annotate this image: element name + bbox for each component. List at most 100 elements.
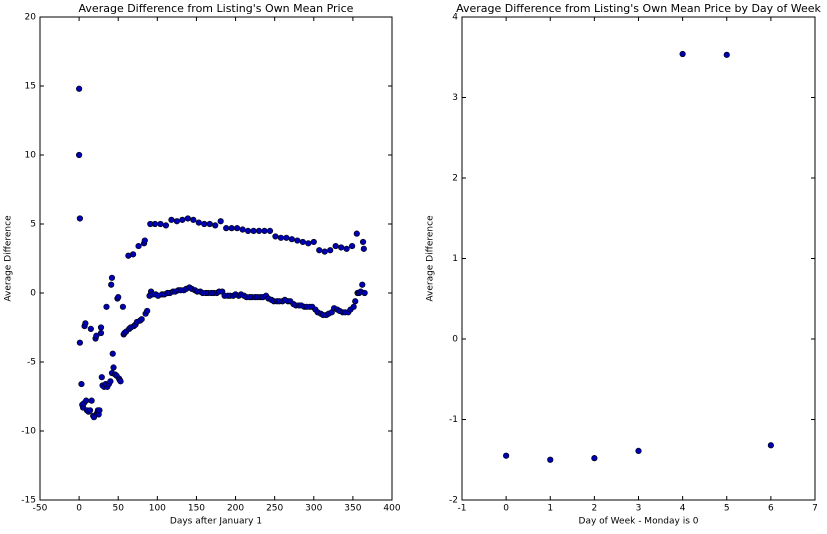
point — [107, 378, 114, 385]
x-tick-label: 4 — [680, 504, 686, 514]
point — [223, 225, 230, 232]
point — [321, 248, 328, 255]
point — [96, 407, 103, 414]
x-tick-label: 200 — [227, 504, 244, 514]
y-axis-label: Average Difference — [4, 215, 14, 302]
point — [195, 219, 202, 226]
point — [228, 225, 235, 232]
x-tick-label: -1 — [458, 504, 467, 514]
y-tick-label: -2 — [449, 496, 458, 506]
point — [261, 227, 268, 234]
point — [294, 237, 301, 244]
point — [76, 339, 83, 346]
point — [206, 220, 213, 228]
point — [129, 251, 137, 258]
point — [234, 225, 241, 232]
y-tick-label: 0 — [452, 335, 458, 345]
x-tick-label: 400 — [383, 504, 400, 514]
y-tick-label: 20 — [25, 13, 37, 23]
x-tick-label: 250 — [266, 504, 283, 514]
point — [352, 298, 359, 305]
point — [316, 247, 323, 254]
point — [135, 242, 142, 250]
point — [86, 407, 94, 414]
point — [76, 151, 83, 159]
point — [83, 397, 90, 404]
x-tick-label: 300 — [305, 504, 322, 514]
point — [109, 350, 116, 357]
point — [98, 374, 105, 381]
point — [349, 242, 356, 250]
y-tick-label: 4 — [452, 13, 458, 23]
y-tick-label: 0 — [30, 289, 36, 299]
point — [343, 245, 350, 252]
y-tick-label: -1 — [449, 415, 458, 425]
point — [117, 378, 124, 385]
point — [157, 220, 164, 228]
point — [338, 244, 345, 251]
point — [90, 414, 98, 421]
x-tick-label: 100 — [149, 504, 166, 514]
point — [97, 329, 105, 337]
y-tick-label: 3 — [452, 93, 458, 103]
point — [190, 216, 197, 223]
point — [87, 325, 94, 332]
x-tick-label: -50 — [33, 504, 48, 514]
point — [679, 50, 686, 58]
point — [635, 447, 642, 454]
x-axis-label: Days after January 1 — [170, 517, 262, 527]
y-tick-label: 15 — [25, 82, 36, 92]
point — [97, 324, 105, 331]
plot-frame — [461, 16, 816, 501]
point — [767, 442, 774, 449]
y-tick-label: 10 — [25, 151, 37, 161]
point — [151, 220, 159, 228]
point — [503, 452, 510, 459]
point — [244, 227, 252, 234]
point — [76, 85, 83, 92]
point — [78, 380, 85, 388]
point — [359, 281, 366, 288]
point — [239, 226, 246, 233]
point — [266, 227, 274, 234]
point — [108, 281, 115, 288]
y-tick-label: 5 — [30, 220, 36, 230]
point — [305, 240, 312, 247]
point — [88, 397, 95, 404]
point — [76, 215, 83, 222]
point — [591, 455, 598, 462]
x-tick-label: 0 — [503, 504, 509, 514]
point — [255, 227, 263, 234]
point — [361, 289, 368, 297]
point — [547, 456, 554, 463]
x-tick-label: 2 — [592, 504, 598, 514]
point — [201, 220, 208, 228]
point — [108, 274, 116, 281]
x-axis-label: Day of Week - Monday is 0 — [579, 517, 699, 527]
point — [173, 218, 180, 225]
x-tick-label: 5 — [724, 504, 730, 514]
x-tick-label: 3 — [636, 504, 642, 514]
x-tick-label: 350 — [344, 504, 361, 514]
plot-frame — [39, 16, 393, 501]
point — [310, 238, 317, 246]
point — [272, 233, 279, 240]
y-tick-label: -10 — [21, 427, 36, 437]
y-tick-label: 1 — [452, 254, 458, 264]
point — [168, 216, 175, 223]
point — [283, 234, 290, 241]
point — [359, 238, 367, 246]
point — [723, 51, 730, 58]
point — [277, 234, 285, 241]
y-tick-label: -15 — [21, 496, 36, 506]
point — [162, 222, 170, 229]
point — [288, 236, 295, 243]
y-tick-label: 2 — [452, 174, 458, 184]
x-tick-label: 7 — [812, 504, 818, 514]
point — [217, 218, 224, 225]
point — [250, 227, 257, 234]
point — [93, 332, 100, 339]
y-axis-label: Average Difference — [426, 215, 436, 302]
point — [115, 294, 122, 301]
